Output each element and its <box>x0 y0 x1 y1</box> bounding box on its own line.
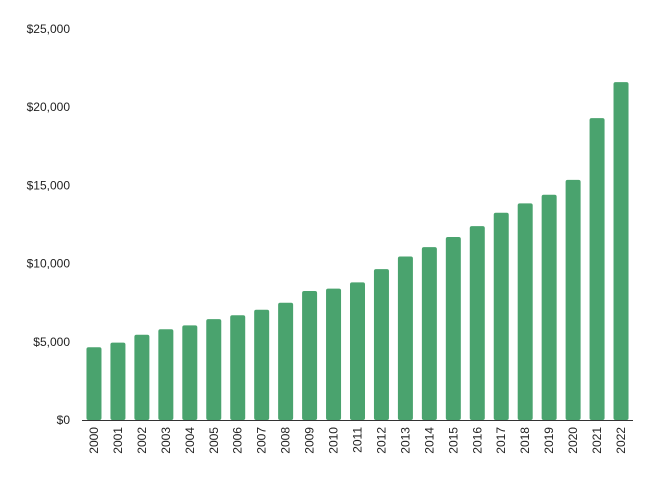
y-tick-label: $0 <box>57 413 71 427</box>
x-tick-label: 2007 <box>255 427 269 454</box>
x-tick-label: 2000 <box>87 427 101 454</box>
x-tick-label: 2008 <box>279 427 293 454</box>
x-tick-label: 2009 <box>303 427 317 454</box>
x-tick-label: 2020 <box>566 427 580 454</box>
x-tick-label: 2010 <box>327 427 341 454</box>
bar-2008 <box>278 302 294 420</box>
bar-2016 <box>469 226 485 420</box>
x-tick-label: 2017 <box>494 427 508 454</box>
bar-2021 <box>589 118 605 420</box>
x-tick-label: 2013 <box>398 427 412 454</box>
x-tick-label: 2012 <box>374 427 388 454</box>
bar-2004 <box>182 325 198 420</box>
bar-2018 <box>517 203 533 420</box>
bar-2020 <box>565 179 581 420</box>
y-tick-label: $10,000 <box>27 257 71 271</box>
bar-2002 <box>134 334 150 420</box>
bar-2005 <box>206 319 222 420</box>
bar-2007 <box>254 309 270 420</box>
x-tick-label: 2014 <box>422 427 436 454</box>
x-axis: 2000 2001 2002 2003 2004 2005 2006 2007 2008 2009… <box>82 420 633 454</box>
x-tick-label: 2021 <box>590 427 604 454</box>
bar-2011 <box>350 282 365 420</box>
x-tick-label: 2018 <box>518 427 532 454</box>
bar-2013 <box>397 256 413 420</box>
bar-2022 <box>613 82 629 421</box>
x-tick-label: 2015 <box>446 427 460 454</box>
x-tick-label: 2019 <box>542 427 556 454</box>
bar-2003 <box>158 329 174 420</box>
x-tick-label: 2001 <box>111 427 125 454</box>
x-tick-label: 2005 <box>207 427 221 454</box>
x-tick-label: 2011 <box>351 427 365 453</box>
x-tick-label: 2016 <box>470 427 484 454</box>
bar-2006 <box>230 315 246 420</box>
bar-2009 <box>302 290 318 420</box>
x-tick-label: 2022 <box>614 427 628 454</box>
y-tick-label: $15,000 <box>27 178 71 192</box>
bar-2014 <box>421 247 437 420</box>
bar-2019 <box>541 194 557 420</box>
bar-2012 <box>373 269 389 420</box>
y-tick-label: $20,000 <box>27 100 71 114</box>
bar-2010 <box>326 288 342 420</box>
y-tick-label: $5,000 <box>33 335 70 349</box>
x-tick-label: 2006 <box>231 427 245 454</box>
y-axis: $0 $5,000 $10,000 $15,000 $20,000 $25,000 <box>27 22 71 427</box>
bars <box>86 82 629 421</box>
bar-2015 <box>445 237 461 420</box>
bar-2000 <box>86 347 102 420</box>
x-tick-label: 2002 <box>135 427 149 454</box>
bar-2001 <box>110 342 126 420</box>
x-tick-label: 2004 <box>183 427 197 454</box>
x-tick-label: 2003 <box>159 427 173 454</box>
bar-2017 <box>493 212 509 420</box>
y-tick-label: $25,000 <box>27 22 71 36</box>
